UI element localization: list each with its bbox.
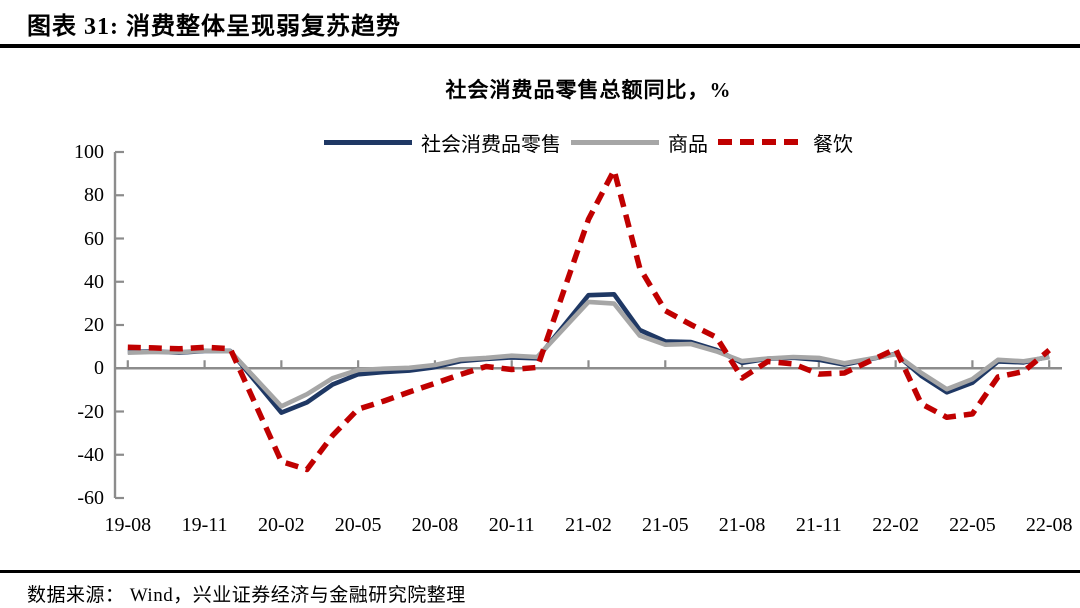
x-tick-label: 20-11 [488, 514, 535, 536]
x-tick-label: 20-05 [334, 514, 382, 536]
y-tick-label: 40 [84, 270, 104, 293]
figure-title: 图表 31: 消费整体呈现弱复苏趋势 [27, 14, 401, 40]
legend-label: 商品 [668, 133, 708, 156]
y-tick-label: -20 [77, 400, 104, 423]
y-tick-label: 60 [84, 227, 104, 250]
series-line-goods [127, 299, 1050, 409]
legend-dashed-line-swatch [718, 139, 804, 145]
y-tick-label: 20 [84, 314, 104, 336]
x-tick-label: 20-08 [411, 514, 459, 536]
x-tick-label: 22-02 [872, 514, 919, 536]
x-tick-label: 21-11 [795, 514, 842, 536]
y-tick-label: 100 [74, 141, 104, 163]
y-tick-label: -40 [77, 443, 104, 466]
chart-legend: 社会消费品零售 商品 餐饮 [115, 128, 1062, 157]
footer-divider [0, 570, 1080, 573]
series-line-retail [127, 291, 1050, 415]
y-tick-label: 80 [84, 184, 104, 207]
x-tick-label: 19-08 [104, 514, 152, 536]
legend-label: 社会消费品零售 [421, 133, 561, 156]
x-tick-label: 20-02 [258, 514, 305, 536]
y-tick-label: -60 [77, 487, 104, 509]
y-tick-label: 0 [94, 357, 104, 380]
legend-item-catering: 餐饮 [718, 128, 853, 157]
series-line-catering [127, 167, 1051, 473]
x-tick-label: 21-05 [641, 514, 689, 536]
legend-item-goods: 商品 [571, 128, 708, 157]
legend-label: 餐饮 [813, 133, 853, 156]
title-divider [0, 44, 1080, 48]
x-tick-label: 22-05 [949, 514, 996, 536]
x-tick-label: 21-02 [565, 514, 612, 536]
legend-line-swatch [324, 139, 412, 145]
source-note: 数据来源： Wind，兴业证券经济与金融研究院整理 [27, 585, 466, 606]
x-tick-label: 21-08 [718, 514, 766, 536]
chart-title: 社会消费品零售总额同比，% [445, 78, 732, 102]
x-tick-label: 22-08 [1025, 514, 1073, 536]
x-tick-label: 19-11 [181, 514, 228, 536]
legend-line-swatch [571, 139, 659, 145]
legend-item-retail: 社会消费品零售 [324, 128, 561, 157]
